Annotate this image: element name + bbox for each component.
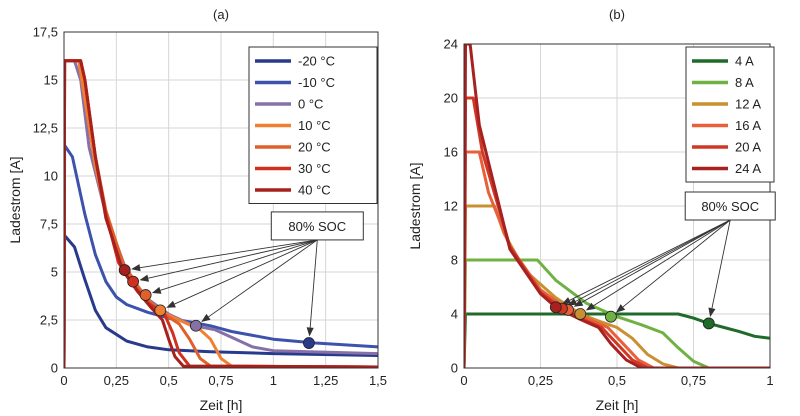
legend-label: 40 °C — [298, 183, 331, 198]
soc-arrow-line — [174, 239, 318, 305]
y-tick-label: 4 — [451, 307, 458, 322]
legend-label: 20 °C — [298, 140, 331, 155]
y-tick-label: 0 — [51, 361, 58, 376]
y-tick-label: 12,5 — [33, 121, 58, 136]
soc-arrow-line — [208, 239, 318, 318]
soc-marker-5 — [127, 275, 139, 288]
y-tick-label: 2,5 — [40, 313, 58, 328]
y-tick-label: 17,5 — [33, 25, 58, 40]
y-tick-label: 8 — [451, 253, 458, 268]
annotation-box — [270, 211, 364, 241]
x-tick-label: 1,25 — [313, 373, 338, 388]
soc-arrow-head — [131, 264, 141, 272]
series-line-0 — [64, 234, 378, 368]
panel-title: (a) — [213, 7, 229, 22]
x-tick-label: 0,25 — [528, 373, 553, 388]
soc-marker-6 — [118, 264, 131, 276]
y-axis-label: Ladestrom [A] — [407, 162, 423, 249]
soc-arrow-head — [708, 307, 716, 318]
soc-arrows — [561, 219, 731, 318]
y-axis-label: Ladestrom [A] — [7, 156, 23, 243]
annotation-label: 80% SOC — [701, 199, 759, 214]
soc-marker-0 — [303, 337, 315, 349]
x-tick-label: 0,75 — [681, 373, 706, 388]
y-tick-label: 12 — [444, 199, 458, 214]
legend: 4 A 8 A 12 A 16 A 20 A 24 A — [685, 46, 775, 183]
soc-marker-1 — [604, 310, 617, 323]
soc-arrow-line — [575, 219, 731, 302]
legend-label: 0 °C — [298, 97, 323, 112]
x-tick-label: 0 — [60, 373, 67, 388]
x-tick-label: 0,5 — [160, 373, 178, 388]
soc-marker-4 — [139, 289, 152, 301]
soc-arrow-line — [569, 219, 731, 301]
x-tick-label: 0,75 — [208, 373, 233, 388]
y-tick-label: 15 — [44, 73, 58, 88]
soc-arrow-head — [166, 300, 176, 308]
x-tick-label: 0,5 — [608, 373, 626, 388]
x-tick-label: 1,5 — [369, 373, 387, 388]
y-tick-label: 0 — [451, 361, 458, 376]
soc-arrow-line — [622, 219, 731, 308]
soc-arrow-line — [593, 219, 731, 307]
panel-b: 0 0,25 0,5 0,75 1 0 4 8 12 16 20 24 Zeit [h] Ladestro… — [407, 7, 776, 413]
y-tick-label: 24 — [444, 37, 458, 52]
legend-label: 12 A — [735, 97, 761, 112]
legend-label: -10 °C — [298, 75, 335, 90]
series-line-1 — [64, 143, 378, 368]
panel-title: (b) — [609, 7, 625, 22]
soc-arrow-head — [151, 286, 162, 294]
legend-label: 30 °C — [298, 161, 331, 176]
y-tick-label: 20 — [444, 91, 458, 106]
panel-a: 0 0,25 0,5 0,75 1 1,25 1,5 0 2,5 5 7,5 10 12,5 15 17,5… — [7, 7, 387, 413]
x-tick-label: 1 — [766, 373, 773, 388]
x-axis-label: Zeit [h] — [596, 397, 639, 413]
soc-marker-5 — [549, 301, 562, 314]
soc-arrows — [131, 239, 318, 337]
axes-frame — [63, 31, 379, 369]
annotation-box — [684, 191, 776, 221]
legend-label: 24 A — [735, 161, 761, 176]
soc-arrow-line — [148, 239, 318, 279]
soc-marker-2 — [574, 308, 587, 320]
legend-label: 10 °C — [298, 118, 331, 133]
y-tick-label: 5 — [51, 265, 58, 280]
legend-label: 8 A — [735, 75, 754, 90]
soc-arrow-line — [581, 219, 731, 303]
soc-arrow-head — [201, 313, 211, 323]
soc-marker-3 — [154, 304, 167, 317]
legend-box — [685, 46, 775, 183]
soc-arrow-head — [573, 299, 584, 307]
soc-arrow-head — [585, 302, 596, 311]
soc-marker-2 — [189, 319, 202, 332]
soc-arrow-line — [160, 239, 318, 291]
y-tick-label: 10 — [44, 169, 58, 184]
legend-label: -20 °C — [298, 54, 335, 69]
y-tick-label: 7,5 — [40, 217, 58, 232]
y-tick-label: 16 — [444, 145, 458, 160]
x-tick-label: 0,25 — [104, 373, 129, 388]
legend-label: 16 A — [735, 118, 761, 133]
soc-arrow-line — [309, 239, 318, 328]
annotation-label: 80% SOC — [288, 219, 346, 234]
series-line-1 — [464, 258, 770, 368]
x-tick-label: 1 — [270, 373, 277, 388]
soc-arrow-head — [306, 327, 314, 337]
legend: -20 °C -10 °C 0 °C 10 °C 20 °C 30 °C 40 °C — [248, 46, 378, 204]
legend-label: 20 A — [735, 140, 761, 155]
soc-marker-0 — [702, 317, 715, 330]
soc-arrow-head — [615, 304, 626, 313]
x-axis-label: Zeit [h] — [200, 397, 243, 413]
soc-arrow-head — [567, 298, 578, 306]
soc-arrow-line — [711, 219, 731, 309]
legend-label: 4 A — [735, 54, 754, 69]
soc-arrow-line — [139, 239, 318, 269]
x-tick-label: 0 — [460, 373, 467, 388]
soc-arrow-head — [561, 297, 572, 305]
soc-arrow-head — [139, 274, 149, 282]
